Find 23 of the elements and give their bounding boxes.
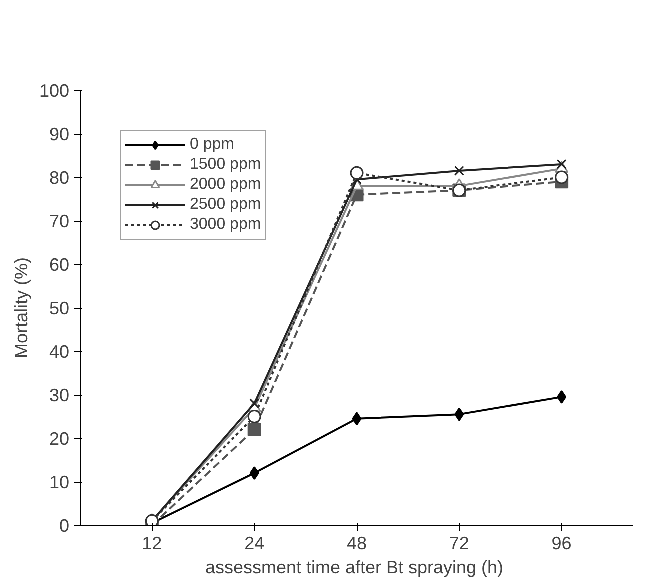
y-tick-label: 80	[49, 168, 70, 188]
y-tick-label: 50	[49, 298, 70, 318]
y-tick-label: 10	[49, 472, 70, 492]
y-axis-title: Mortality (%)	[11, 257, 32, 358]
x-tick-label: 96	[552, 534, 572, 554]
x-tick-label: 72	[449, 534, 470, 554]
y-tick-label: 20	[49, 429, 70, 449]
y-tick-label: 100	[39, 81, 70, 101]
y-tick-label: 0	[59, 516, 70, 536]
legend-label: 0 ppm	[190, 136, 234, 154]
y-tick-label: 60	[49, 255, 70, 275]
x-axis-title: assessment time after Bt spraying (h)	[205, 558, 504, 578]
legend-label: 3000 ppm	[190, 216, 262, 234]
legend-label: 2500 ppm	[190, 196, 262, 214]
x-tick-label: 48	[346, 534, 368, 554]
x-tick-label: 12	[142, 534, 162, 554]
y-tick-label: 70	[49, 212, 70, 232]
x-tick-label: 24	[244, 534, 265, 554]
y-tick-label: 30	[49, 386, 70, 406]
y-tick-label: 40	[49, 342, 70, 362]
legend-label: 1500 ppm	[190, 156, 262, 174]
y-tick-label: 90	[49, 124, 70, 144]
legend-label: 2000 ppm	[190, 176, 262, 194]
